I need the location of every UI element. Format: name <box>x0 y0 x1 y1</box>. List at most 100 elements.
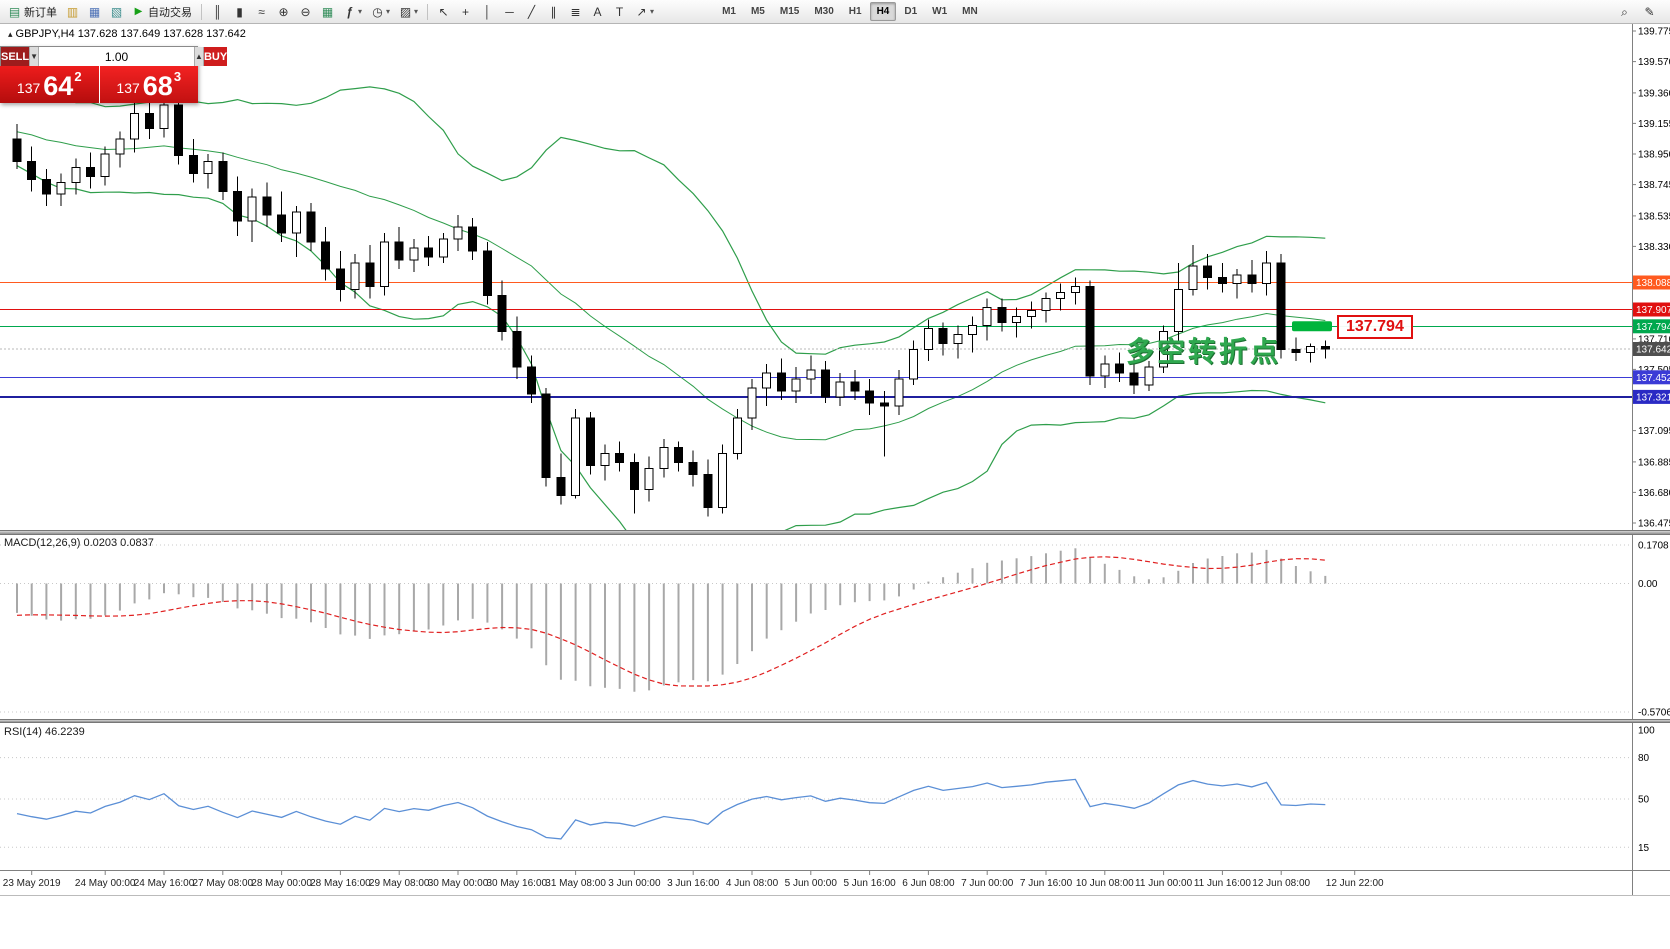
trade-panel-top-row: SELL ▼ ▲ BUY <box>0 46 228 66</box>
candlestick-button[interactable]: ▮ <box>229 2 250 22</box>
templates-button[interactable]: ▨ ▾ <box>395 2 422 22</box>
arrows-button[interactable]: ↗ ▾ <box>631 2 658 22</box>
panel-separator-rsi[interactable] <box>0 719 1670 723</box>
play-icon: ▶ <box>134 5 143 17</box>
line-chart-button[interactable]: ≈ <box>251 2 272 22</box>
horizontal-line-icon: ─ <box>505 4 514 19</box>
buy-button[interactable]: BUY <box>203 47 228 66</box>
quick-edit-button[interactable]: ✎ <box>1639 2 1660 22</box>
text-button[interactable]: A <box>587 2 608 22</box>
cursor-button[interactable]: ↖ <box>433 2 454 22</box>
channel-icon: ∥ <box>550 4 557 19</box>
profiles-icon: ▦ <box>88 4 101 19</box>
price-axis[interactable] <box>1632 24 1670 895</box>
timeframe-h1-button[interactable]: H1 <box>848 6 862 17</box>
zoom-out-button[interactable]: ⊖ <box>295 2 316 22</box>
chart-text-annotation[interactable]: 多空转折点 <box>1126 336 1282 367</box>
chevron-down-icon: ▾ <box>650 7 655 16</box>
timeframe-m5-button[interactable]: M5 <box>750 6 765 17</box>
chart-ohlc-info: ▴ GBPJPY,H4 137.628 137.649 137.628 137.6… <box>8 28 246 40</box>
buy-price-int: 137 <box>116 80 140 96</box>
tile-windows-icon: ▦ <box>321 4 334 19</box>
volume-dropdown-button[interactable]: ▼ <box>29 47 40 66</box>
price-callout-label[interactable]: 137.794 <box>1337 315 1413 339</box>
chevron-down-icon: ▾ <box>414 7 419 16</box>
channel-button[interactable]: ∥ <box>543 2 564 22</box>
autotrading-button-label: 自动交易 <box>148 6 192 19</box>
sell-price-pips: 64 <box>43 71 74 101</box>
top-toolbar: ▤ 新订单 ▥ ▦ ▧ ▶ 自动交易 ║ ▮ ≈ ⊕ ⊖ ▦ ƒ ▾ ◷ ▾ ▨ ▾ ↖ + │ ─ ╱ ∥ ≣ A T ↗ ▾ M1 M5 M… <box>0 0 1670 24</box>
timeframe-d1-button[interactable]: D1 <box>904 6 918 17</box>
vertical-line-icon: │ <box>483 4 492 19</box>
vertical-line-button[interactable]: │ <box>477 2 498 22</box>
label-icon: T <box>615 4 624 19</box>
rsi-panel-canvas[interactable] <box>0 723 1632 870</box>
toolbar-separator <box>201 3 202 20</box>
chevron-down-icon: ▾ <box>386 7 391 16</box>
toolbar-right-group: ⌕ ✎ <box>1614 2 1660 22</box>
bar-chart-button[interactable]: ║ <box>207 2 228 22</box>
macd-indicator-label: MACD(12,26,9) 0.0203 0.0837 <box>4 537 154 549</box>
volume-up-button[interactable]: ▲ <box>194 47 204 66</box>
zoom-in-icon: ⊕ <box>278 4 289 19</box>
sell-price-button[interactable]: 137 64 2 <box>0 66 99 103</box>
tile-windows-button[interactable]: ▦ <box>317 2 338 22</box>
new-order-button-label: 新订单 <box>24 6 57 19</box>
timeframe-group: M1 M5 M15 M30 H1 H4 D1 W1 MN <box>715 2 985 21</box>
time-axis[interactable] <box>0 871 1632 895</box>
sell-price-pipette: 2 <box>74 69 82 84</box>
horizontal-line-button[interactable]: ─ <box>499 2 520 22</box>
bar-chart-icon: ║ <box>213 4 222 19</box>
zoom-in-button[interactable]: ⊕ <box>273 2 294 22</box>
timeframe-m30-button[interactable]: M30 <box>814 6 834 17</box>
new-chart-button[interactable]: ▥ <box>62 2 83 22</box>
refresh-button[interactable]: ▧ <box>106 2 127 22</box>
buy-price-button[interactable]: 137 68 3 <box>99 66 198 103</box>
main-chart-canvas[interactable] <box>0 24 1632 530</box>
chevron-down-icon: ▾ <box>358 7 363 16</box>
chevron-down-icon: ▼ <box>30 52 39 61</box>
text-icon: A <box>593 4 602 19</box>
periods-button[interactable]: ◷ ▾ <box>367 2 394 22</box>
new-order-button[interactable]: ▤ 新订单 <box>4 2 61 22</box>
periods-icon: ◷ <box>372 4 383 19</box>
timeframe-h4-button[interactable]: H4 <box>869 2 897 21</box>
timeframe-w1-button[interactable]: W1 <box>932 6 948 17</box>
one-click-trading-panel: SELL ▼ ▲ BUY 137 64 2 137 68 3 <box>0 46 228 103</box>
fibonacci-button[interactable]: ≣ <box>565 2 586 22</box>
autotrading-button[interactable]: ▶ 自动交易 <box>128 2 196 22</box>
chevron-up-icon: ▲ <box>195 52 203 61</box>
crosshair-icon: + <box>462 4 470 19</box>
fibonacci-icon: ≣ <box>570 4 581 19</box>
trendline-button[interactable]: ╱ <box>521 2 542 22</box>
trade-panel-price-row: 137 64 2 137 68 3 <box>0 66 198 103</box>
timeframe-m15-button[interactable]: M15 <box>779 6 800 17</box>
toolbar-separator <box>427 3 429 20</box>
cursor-icon: ↖ <box>438 4 449 19</box>
symbol-ohlc-text: GBPJPY,H4 137.628 137.649 137.628 137.64… <box>15 28 246 40</box>
timeframe-m1-button[interactable]: M1 <box>722 6 736 17</box>
panel-separator-macd[interactable] <box>0 530 1670 535</box>
trendline-icon: ╱ <box>527 4 536 19</box>
sell-button[interactable]: SELL <box>1 47 30 66</box>
arrows-icon: ↗ <box>636 4 647 19</box>
crosshair-button[interactable]: + <box>455 2 476 22</box>
search-icon: ⌕ <box>1621 4 1628 19</box>
new-order-icon: ▤ <box>8 4 21 19</box>
pencil-icon: ✎ <box>1644 4 1655 19</box>
label-button[interactable]: T <box>609 2 630 22</box>
buy-price-pips: 68 <box>142 71 173 101</box>
sell-price-int: 137 <box>16 80 41 96</box>
volume-input[interactable] <box>39 47 195 66</box>
macd-panel-canvas[interactable] <box>0 535 1632 719</box>
templates-icon: ▨ <box>399 4 412 19</box>
profiles-button[interactable]: ▦ <box>84 2 105 22</box>
refresh-icon: ▧ <box>110 4 123 19</box>
zoom-out-icon: ⊖ <box>300 4 311 19</box>
buy-price-pipette: 3 <box>173 69 182 84</box>
timeframe-mn-button[interactable]: MN <box>962 6 978 17</box>
line-chart-icon: ≈ <box>258 4 265 19</box>
quick-search-button[interactable]: ⌕ <box>1614 2 1635 22</box>
indicators-button[interactable]: ƒ ▾ <box>339 2 366 22</box>
